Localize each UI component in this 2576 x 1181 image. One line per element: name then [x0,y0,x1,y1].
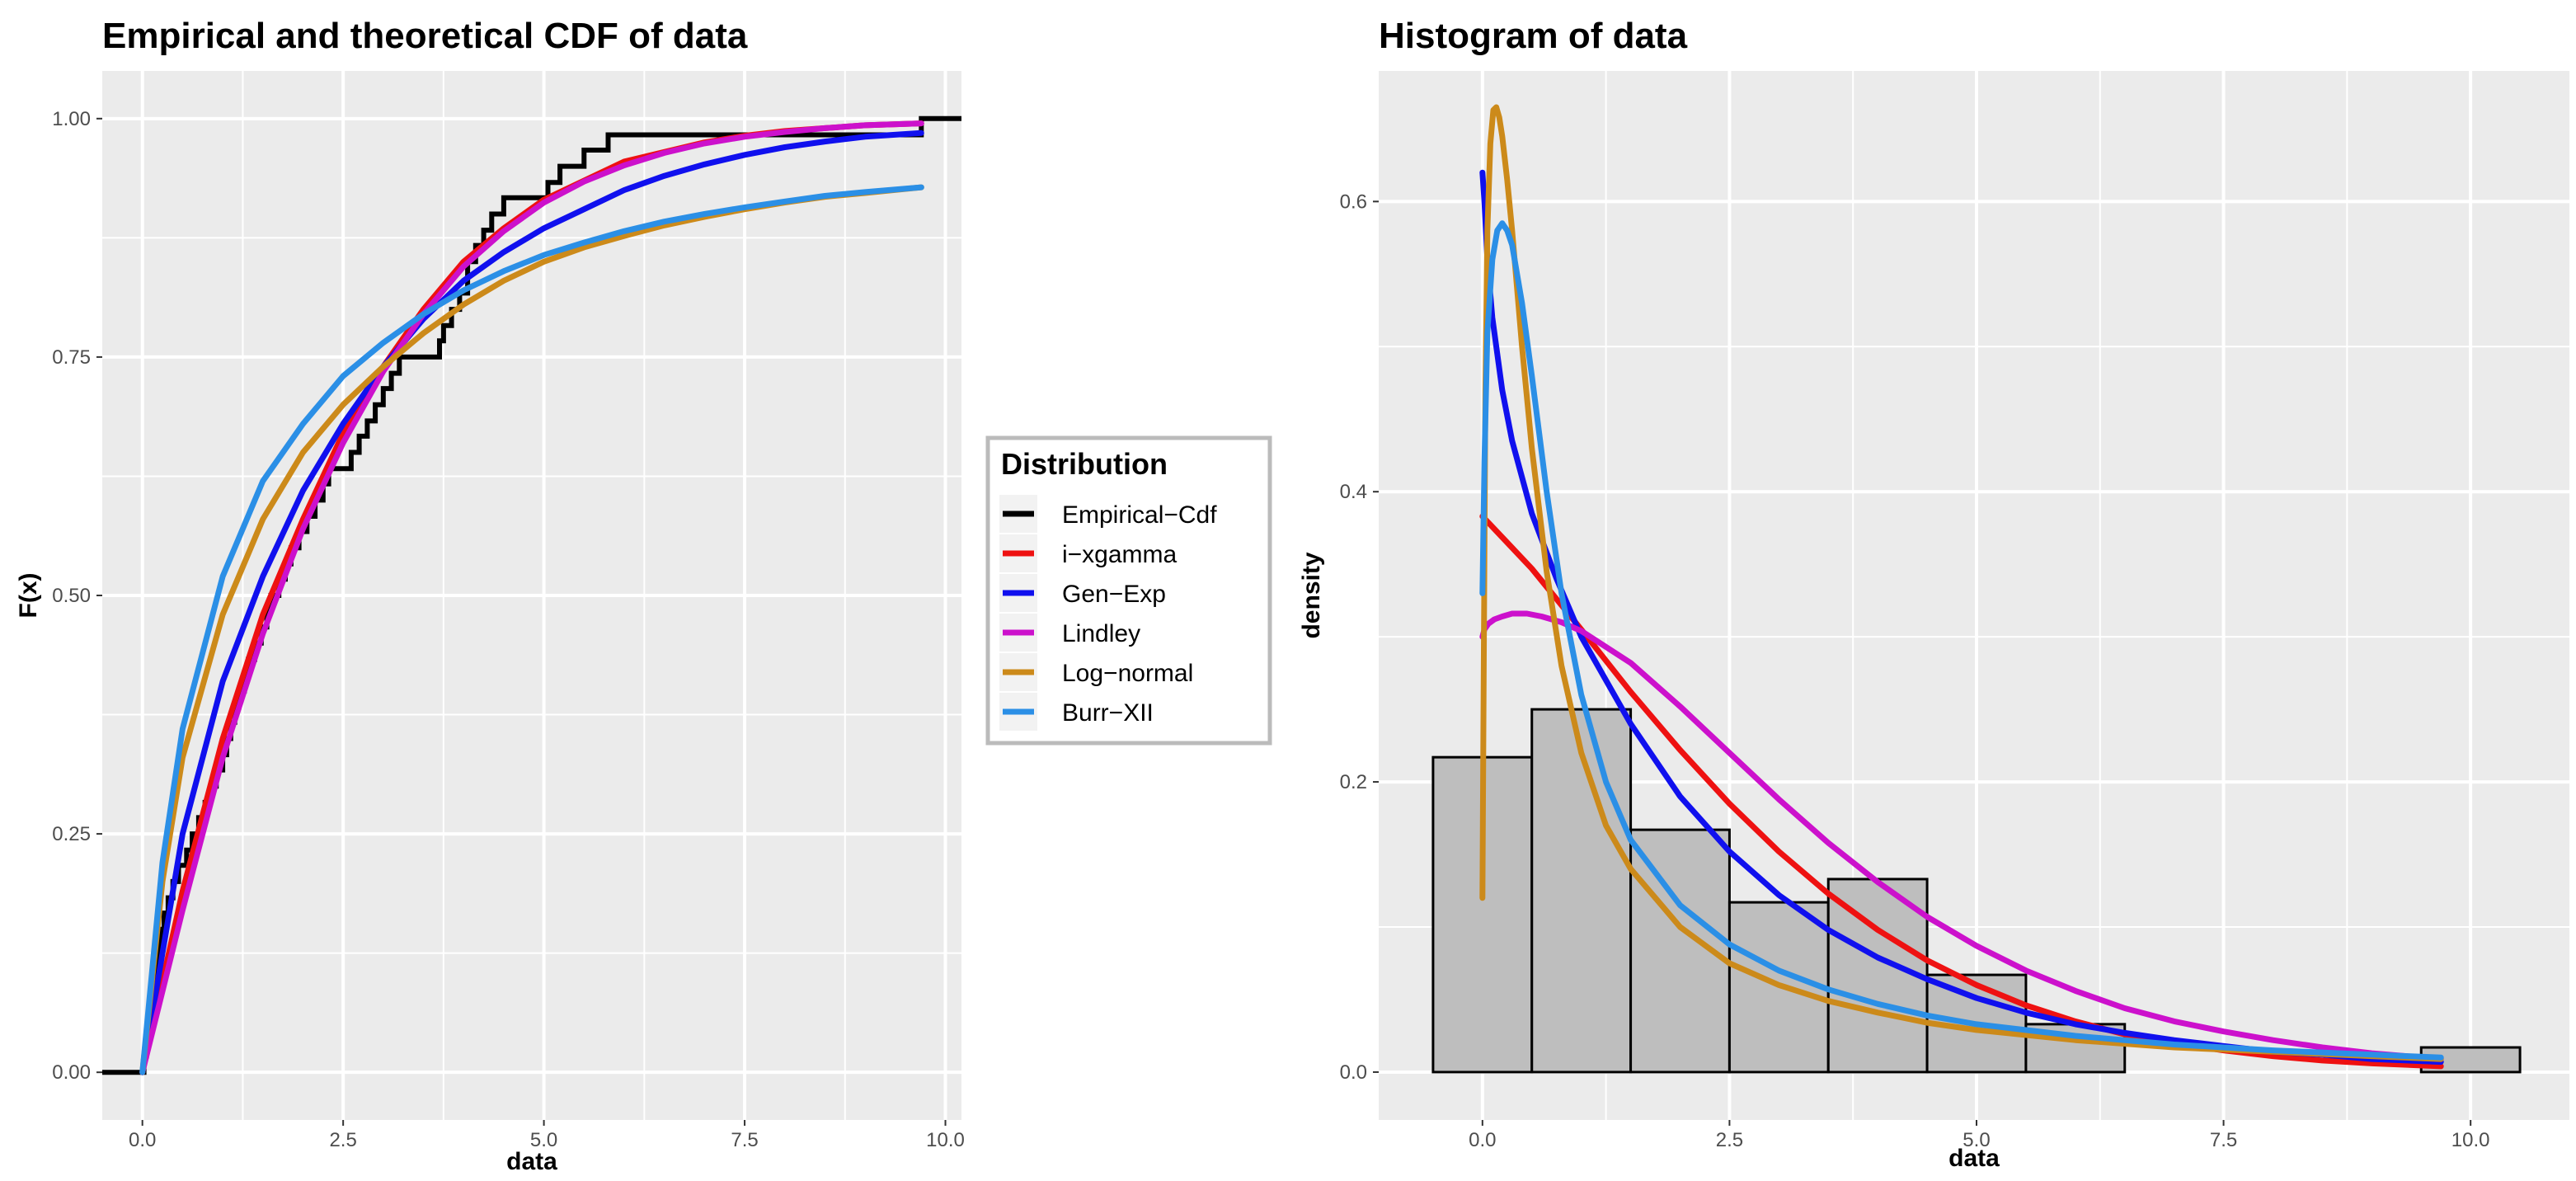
cdf-x-tick-label: 5.0 [530,1129,557,1151]
cdf-x-tick-label: 10.0 [926,1129,965,1151]
cdf-line-lindley [139,120,924,1075]
histogram-chart-title: Histogram of data [1379,16,1688,56]
density-lines [1479,104,2444,1070]
legend-label-lindley: Lindley [1062,620,1140,647]
cdf-x-tick-label: 7.5 [731,1129,758,1151]
histogram-x-tick-label: 5.0 [1963,1129,1990,1151]
legend-label-burr-xii: Burr−XII [1062,699,1154,727]
cdf-y-tick-label: 0.25 [52,823,91,845]
cdf-y-tick-label: 0.75 [52,346,91,369]
legend: Distribution Empirical−Cdf i−xgamma Gen−Ex… [985,435,1272,746]
legend-label-i-xgamma: i−xgamma [1062,541,1178,568]
cdf-chart-title: Empirical and theoretical CDF of data [102,16,748,56]
legend-label-empirical-cdf: Empirical−Cdf [1062,501,1217,529]
legend-label-gen-exp: Gen−Exp [1062,581,1166,608]
cdf-axes: 0.0 2.5 5.0 7.5 10.0 0.00 0.25 0.50 0.75 1.00 [52,108,965,1151]
cdf-chart: Empirical and theoretical CDF of data 0.… [15,16,965,1175]
density-line-burr-xii [1479,220,2444,1061]
histogram-x-axis-title: data [1948,1145,2000,1172]
cdf-x-tick-label: 2.5 [329,1129,356,1151]
histogram-chart: Histogram of data 0.0 2.5 5.0 7.5 10.0 0.0 0.2… [1298,16,2569,1172]
density-line-log-normal [1479,104,2444,1062]
cdf-y-tick-label: 1.00 [52,108,91,130]
histogram-x-tick-label: 10.0 [2451,1129,2490,1151]
histogram-axes: 0.0 2.5 5.0 7.5 10.0 0.0 0.2 0.4 0.6 [1340,191,2490,1151]
legend-title: Distribution [1001,447,1168,481]
histogram-y-tick-label: 0.6 [1340,191,1367,213]
cdf-lines [102,115,961,1075]
histogram-x-tick-label: 2.5 [1716,1129,1743,1151]
cdf-gridlines [102,71,961,1120]
cdf-y-tick-label: 0.00 [52,1061,91,1084]
cdf-line-burr-xii [139,184,924,1075]
histogram-y-tick-label: 0.0 [1340,1061,1367,1084]
cdf-x-axis-title: data [506,1148,557,1175]
cdf-y-axis-title: F(x) [15,573,42,619]
histogram-y-axis-title: density [1298,552,1325,638]
histogram-y-tick-label: 0.4 [1340,481,1367,503]
cdf-line-gen-exp [139,129,924,1075]
cdf-y-tick-label: 0.50 [52,585,91,607]
legend-label-log-normal: Log−normal [1062,660,1193,687]
histogram-y-tick-label: 0.2 [1340,771,1367,793]
histogram-x-tick-label: 0.0 [1469,1129,1496,1151]
cdf-x-tick-label: 0.0 [129,1129,156,1151]
density-line-lindley [1479,610,2444,1062]
histogram-x-tick-label: 7.5 [2210,1129,2237,1151]
density-line-i-xgamma [1479,513,2444,1070]
histogram-bar [1826,878,1929,1074]
histogram-bar [1530,708,1633,1074]
legend-entries: Empirical−Cdf i−xgamma Gen−Exp Lindley Log−n… [999,495,1217,731]
